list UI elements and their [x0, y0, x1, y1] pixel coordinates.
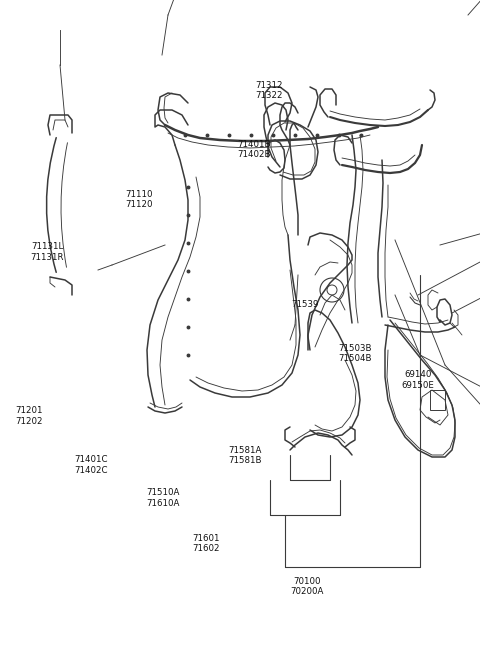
- Text: 71503B
71504B: 71503B 71504B: [338, 344, 372, 364]
- Text: 71601
71602: 71601 71602: [192, 534, 220, 553]
- Text: 71401B
71402B: 71401B 71402B: [238, 140, 271, 159]
- Text: 71539: 71539: [291, 300, 319, 309]
- Text: 70100
70200A: 70100 70200A: [290, 576, 324, 596]
- Text: 71312
71322: 71312 71322: [255, 81, 283, 100]
- Text: 71581A
71581B: 71581A 71581B: [228, 445, 262, 465]
- Text: 71131L
71131R: 71131L 71131R: [30, 242, 64, 262]
- Text: 71510A
71610A: 71510A 71610A: [146, 488, 180, 508]
- Text: 71201
71202: 71201 71202: [15, 406, 43, 426]
- Text: 71110
71120: 71110 71120: [125, 190, 153, 210]
- Text: 69140
69150E: 69140 69150E: [401, 370, 434, 390]
- Text: 71401C
71402C: 71401C 71402C: [74, 455, 108, 475]
